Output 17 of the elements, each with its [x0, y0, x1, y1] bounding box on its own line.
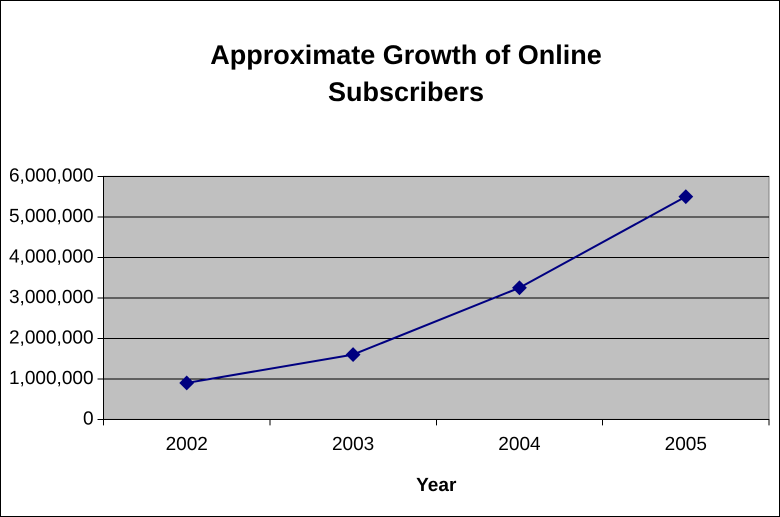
- point: [678, 190, 693, 204]
- x-tick-label: 2004: [498, 434, 542, 456]
- y-tick-label: 1,000,000: [8, 368, 94, 390]
- y-tick-label: 4,000,000: [8, 246, 94, 268]
- y-tick-label: 5,000,000: [8, 206, 94, 228]
- y-tick-label: 0: [82, 408, 94, 430]
- chart-title: Approximate Growth of Online Subscribers: [209, 39, 603, 109]
- x-tick-label: 2002: [166, 434, 208, 456]
- x-tick-label: 2005: [664, 434, 707, 456]
- point: [346, 348, 360, 362]
- point: [180, 376, 194, 390]
- point: [512, 280, 526, 295]
- y-tick-label: 3,000,000: [8, 287, 94, 308]
- x-axis-title: Year: [416, 474, 457, 496]
- x-tick-label: 2003: [332, 434, 374, 456]
- y-tick-label: 2,000,000: [8, 328, 94, 349]
- y-tick-label: 6,000,000: [8, 166, 94, 187]
